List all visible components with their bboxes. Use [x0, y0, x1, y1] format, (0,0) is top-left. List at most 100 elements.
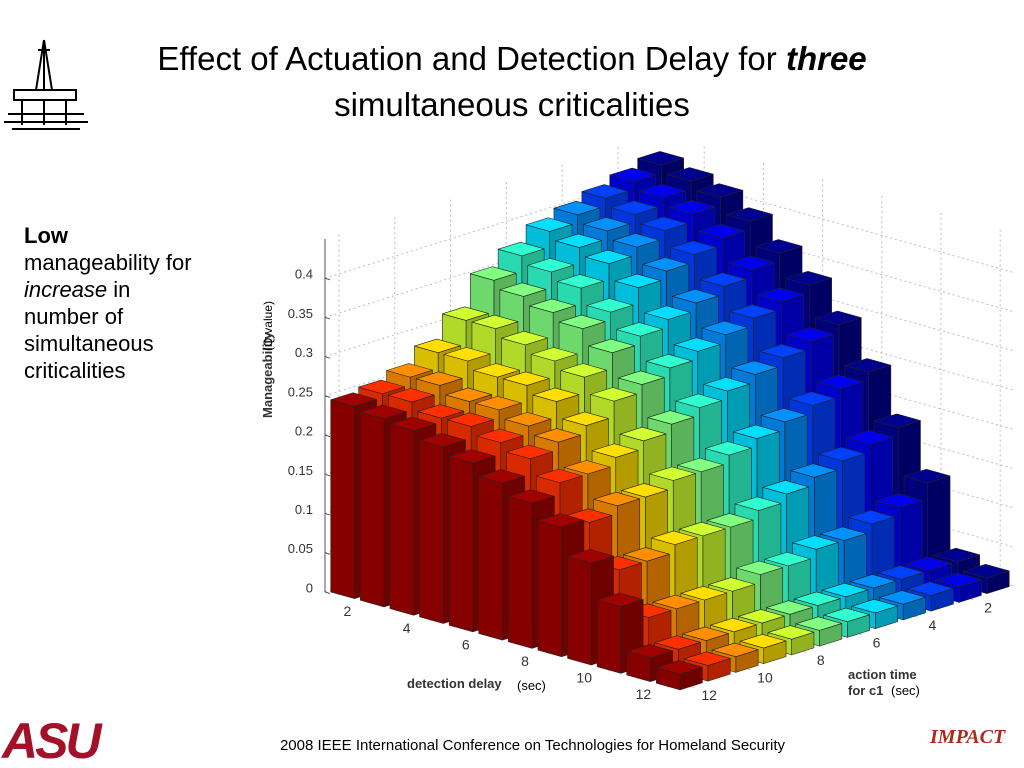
bar-top: [680, 586, 728, 601]
y-tick-label: 8: [817, 652, 825, 668]
bar-top: [668, 199, 716, 215]
x-axis-unit: (sec): [517, 678, 546, 693]
bar-top: [792, 535, 839, 550]
bar-face: [508, 496, 533, 649]
title-emphasis: three: [785, 40, 867, 77]
bar-face: [389, 423, 414, 616]
bar-face: [419, 440, 444, 624]
bar-top: [879, 590, 926, 605]
bar-top: [642, 257, 690, 272]
bar-top: [732, 424, 780, 439]
bar-top: [553, 200, 601, 216]
bar-top: [419, 433, 466, 448]
bar-top: [619, 426, 667, 442]
bar-top: [823, 607, 871, 623]
y-axis-unit: (sec): [891, 683, 920, 698]
z-tick: [324, 395, 331, 398]
z-tick-label: 0.4: [295, 267, 313, 282]
title-text: Effect of Actuation and Detection Delay …: [157, 40, 786, 77]
x-axis-label: detection delay: [407, 676, 502, 691]
bar-top: [563, 460, 611, 475]
bar-top: [647, 410, 695, 425]
bullet-span: manageability for: [24, 250, 192, 275]
bar-top: [590, 387, 637, 402]
bar-top: [670, 240, 717, 255]
bar-top: [330, 392, 378, 407]
bar-top: [448, 449, 496, 464]
bar-top: [907, 581, 954, 596]
bar-top: [672, 288, 719, 304]
bar: [656, 660, 703, 691]
bar-top: [699, 272, 747, 287]
bar-top: [360, 404, 407, 419]
bar-top: [502, 371, 550, 386]
y-axis-label: action time: [848, 667, 917, 682]
z-tick-label: 0.15: [288, 463, 313, 478]
logo-right: IMPACT: [930, 726, 1006, 748]
bar-top: [473, 363, 520, 378]
bar-top: [644, 305, 691, 320]
bullet-text: Low manageability for increase in number…: [24, 222, 209, 384]
bar-top: [626, 644, 674, 659]
bar-top: [705, 441, 752, 456]
bar-face: [478, 476, 503, 641]
bar-top: [734, 496, 782, 511]
bar-top: [555, 233, 602, 248]
bar-top: [596, 592, 644, 607]
bar-top: [558, 314, 606, 330]
bar-top: [535, 468, 583, 484]
footer: 2008 IEEE International Conference on Te…: [279, 737, 786, 754]
bar-top: [645, 354, 693, 369]
bar-top: [708, 577, 756, 592]
bar-top: [614, 273, 662, 288]
bar-top: [844, 358, 892, 373]
slide-title: Effect of Actuation and Detection Delay …: [60, 36, 964, 128]
bar-top: [415, 371, 463, 386]
x-tick-label: 12: [636, 686, 652, 702]
bar-top: [508, 489, 555, 504]
bar-top: [445, 387, 493, 402]
bar-top: [654, 635, 701, 650]
bar-top: [501, 330, 548, 346]
bar-top: [846, 430, 893, 445]
bar-top: [656, 660, 703, 675]
bar-top: [787, 327, 834, 342]
bar-top: [678, 521, 726, 537]
bar-face: [330, 399, 355, 599]
z-tick-label: 0.3: [295, 345, 313, 360]
bar-top: [529, 298, 576, 313]
x-tick-label: 10: [576, 670, 592, 686]
bar-top: [785, 271, 832, 286]
bar-top: [591, 443, 639, 458]
bar-top: [623, 547, 670, 562]
bar-top: [726, 207, 773, 222]
bar-top: [562, 411, 609, 426]
bar-top: [442, 306, 489, 321]
bar-top: [698, 223, 745, 239]
bullet-italic: increase: [24, 277, 108, 302]
bar-top: [414, 338, 461, 354]
bar-top: [584, 249, 632, 265]
bar-top: [711, 642, 759, 658]
bar-face: [567, 556, 592, 666]
bar-top: [820, 526, 867, 541]
z-tick-label: 0.1: [295, 502, 313, 517]
y-tick-label: 6: [873, 634, 881, 650]
bar-top: [818, 446, 865, 462]
bar-top: [701, 320, 749, 336]
bar-top: [765, 600, 813, 615]
rig-icon: [4, 39, 88, 130]
bar-top: [793, 591, 841, 606]
bar-top: [673, 337, 721, 352]
z-tick: [324, 356, 331, 359]
z-tick-label: 0.2: [295, 424, 313, 439]
z-tick: [324, 473, 331, 477]
bar-top: [874, 413, 921, 428]
y-tick-label: 12: [701, 687, 717, 703]
bar-top: [586, 298, 634, 313]
bar-top: [530, 347, 578, 362]
bar-top: [759, 343, 806, 359]
bar-top: [821, 582, 869, 598]
z-tick: [324, 552, 331, 555]
